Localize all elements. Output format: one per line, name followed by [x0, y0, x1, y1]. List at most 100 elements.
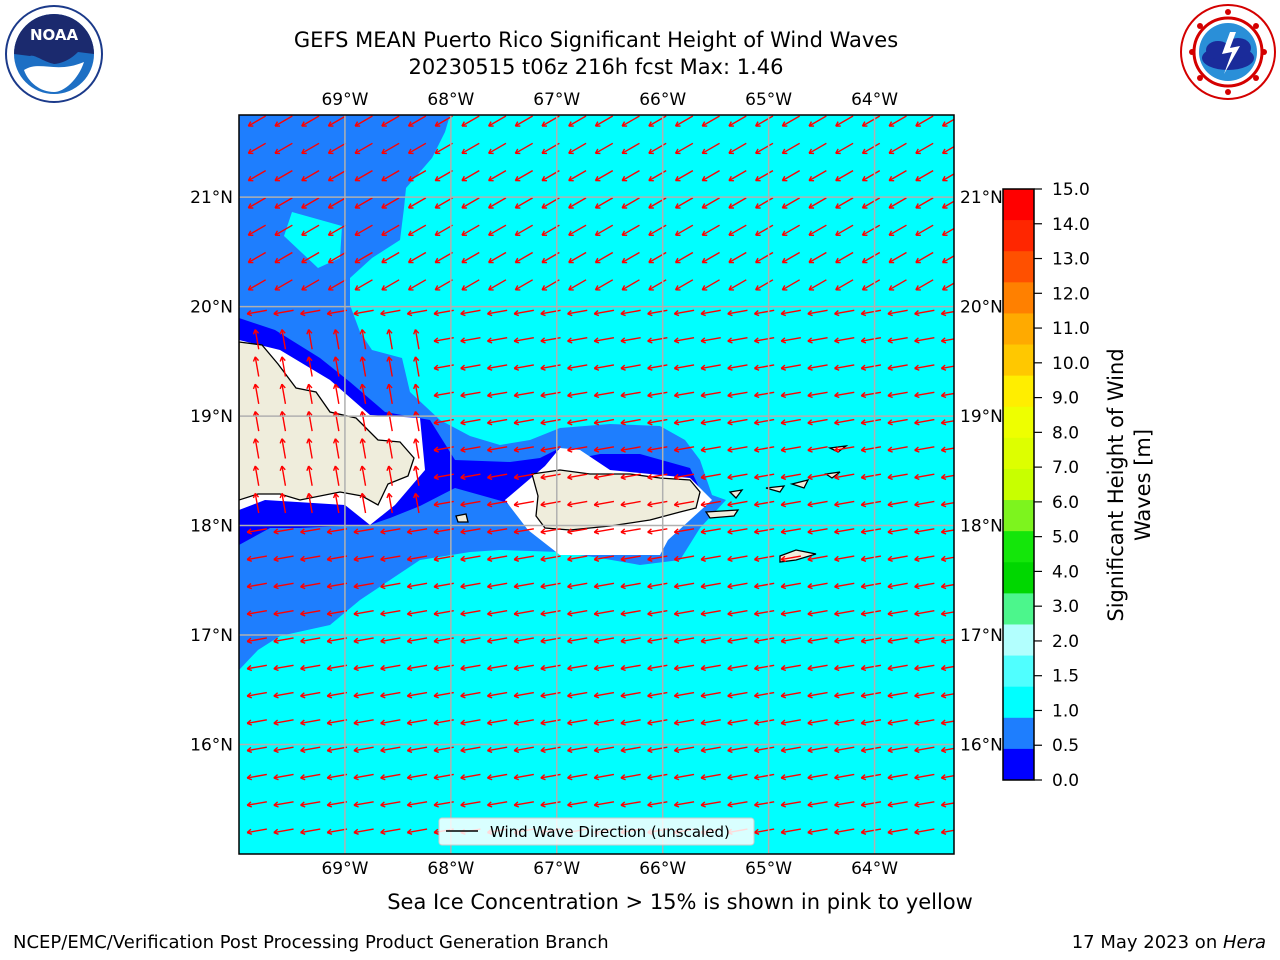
wind-arrow-head: [728, 285, 734, 291]
wind-arrow-head: [486, 337, 493, 344]
wind-arrow: [488, 115, 507, 127]
wind-arrow: [460, 582, 481, 588]
wind-arrow-head: [701, 148, 708, 155]
wind-arrow: [408, 197, 427, 209]
wind-arrow-head: [326, 528, 333, 535]
wind-arrow: [514, 773, 534, 779]
wind-arrow-head: [273, 528, 279, 535]
wind-arrow: [327, 746, 348, 752]
wind-arrow-head: [673, 664, 680, 672]
wind-arrow-head: [700, 310, 706, 317]
wind-arrow: [514, 637, 534, 643]
wind-arrow-head: [701, 285, 708, 291]
wind-arrow: [247, 637, 267, 643]
wind-arrow-head: [541, 148, 548, 155]
wind-arrow-head: [673, 364, 680, 371]
wind-arrow-head: [807, 746, 813, 754]
colorbar-swatch: [1003, 282, 1034, 314]
wind-arrow-head: [300, 828, 306, 835]
wind-wave-direction-arrows: [246, 115, 954, 835]
wind-arrow: [701, 197, 720, 209]
wind-arrow-head: [593, 801, 600, 808]
wind-arrow: [674, 801, 695, 806]
wind-arrow-head: [247, 285, 254, 291]
wind-arrow-head: [807, 583, 813, 590]
wind-arrow: [755, 115, 774, 127]
wind-arrow-head: [781, 230, 788, 236]
wind-arrow: [388, 384, 393, 404]
wind-arrow: [461, 224, 480, 236]
wind-arrow: [434, 115, 453, 127]
map-subtitle: 20230515 t06z 216h fcst Max: 1.46: [408, 55, 784, 79]
wind-arrow-head: [380, 774, 386, 781]
wind-arrow: [567, 309, 588, 315]
wind-arrow-head: [247, 121, 254, 127]
wind-arrow: [300, 828, 321, 834]
wind-arrow: [381, 115, 400, 127]
wind-arrow-head: [834, 310, 840, 317]
wind-arrow: [834, 473, 855, 479]
wind-arrow: [914, 364, 935, 370]
wind-arrow-head: [406, 828, 413, 835]
wind-arrow: [647, 364, 668, 370]
wind-arrow: [460, 746, 481, 752]
wind-arrow-head: [701, 230, 708, 236]
wind-arrow-head: [406, 310, 413, 317]
wind-arrow: [835, 169, 854, 182]
wind-arrow-head: [354, 285, 361, 291]
wind-arrow-head: [541, 203, 548, 209]
wind-arrow-head: [940, 801, 947, 808]
wind-arrow-head: [460, 746, 466, 754]
wind-arrow-head: [781, 175, 788, 182]
wind-arrow: [942, 145, 954, 154]
wind-arrow: [354, 224, 373, 236]
wind-arrow: [754, 828, 775, 834]
wind-arrow: [568, 279, 587, 291]
wind-arrow-head: [860, 610, 867, 617]
wind-arrow: [380, 828, 401, 834]
wind-arrow: [674, 391, 695, 397]
wind-arrow-head: [540, 310, 546, 317]
wind-arrow: [353, 746, 374, 752]
wind-arrow-head: [887, 419, 893, 426]
wind-arrow-head: [915, 285, 921, 291]
wind-arrow: [488, 197, 507, 209]
wind-arrow-head: [647, 719, 653, 726]
wind-arrow-head: [674, 285, 681, 291]
wind-arrow: [862, 279, 881, 291]
wind-arrow-head: [407, 257, 414, 264]
wind-arrow: [567, 664, 588, 670]
wind-arrow: [914, 336, 935, 342]
wind-arrow: [807, 719, 828, 725]
wind-arrow-head: [354, 148, 361, 155]
wind-arrow-head: [941, 121, 948, 127]
wind-arrow-head: [780, 364, 787, 371]
wind-arrow: [727, 364, 748, 370]
wind-arrow: [514, 500, 534, 506]
wind-arrow: [567, 773, 588, 779]
wind-arrow-head: [647, 364, 653, 371]
wind-arrow-head: [486, 746, 493, 754]
wind-arrow: [808, 115, 827, 127]
wind-arrow-head: [434, 230, 441, 236]
wind-arrow: [861, 528, 882, 533]
wind-arrow-head: [807, 719, 813, 726]
wind-arrow: [674, 691, 695, 697]
wind-arrow-head: [835, 121, 841, 127]
wind-arrow-head: [460, 610, 466, 617]
wind-arrow-head: [306, 465, 313, 471]
wind-arrow-head: [593, 391, 600, 399]
wind-arrow-head: [727, 419, 733, 426]
wind-arrow-head: [488, 148, 494, 155]
wind-arrow-head: [727, 364, 733, 371]
wind-arrow-head: [380, 664, 386, 672]
wind-arrow-head: [620, 583, 626, 590]
wind-arrow: [888, 142, 907, 154]
wind-arrow: [807, 801, 828, 806]
wind-arrow: [407, 801, 428, 806]
wind-arrow: [247, 279, 267, 291]
wind-arrow: [327, 309, 348, 315]
wind-arrow-head: [513, 774, 520, 781]
wind-arrow: [647, 609, 668, 615]
wind-arrow-head: [674, 257, 681, 264]
